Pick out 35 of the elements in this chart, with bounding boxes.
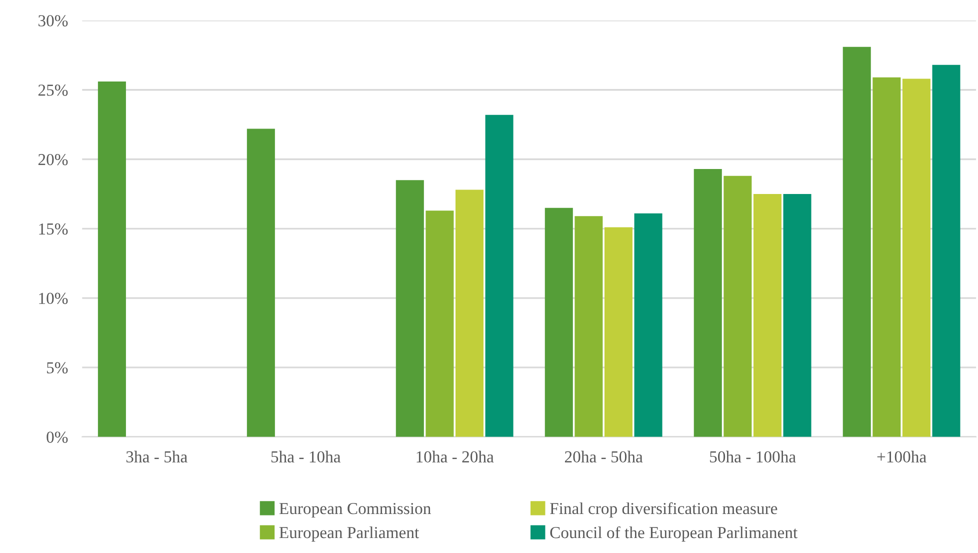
- bar: [246, 128, 275, 437]
- y-tick-label: 0%: [46, 432, 68, 443]
- bar: [872, 77, 901, 437]
- bar: [842, 46, 871, 437]
- bar: [783, 194, 812, 437]
- bar: [574, 216, 603, 437]
- bar: [724, 176, 752, 437]
- legend-label: European Commission: [279, 502, 431, 518]
- bar: [604, 227, 632, 437]
- bar: [902, 78, 930, 437]
- x-tick-label: 50ha - 100ha: [710, 450, 796, 462]
- x-tick-label: 20ha - 50ha: [564, 450, 643, 462]
- y-tick-label: 25%: [38, 84, 68, 96]
- bar: [98, 82, 126, 437]
- bar: [694, 168, 722, 437]
- y-tick-label: 15%: [39, 223, 68, 235]
- y-tick-label: 20%: [38, 154, 68, 166]
- y-tick-label: 5%: [47, 362, 68, 374]
- bar: [426, 210, 454, 437]
- x-tick-label: 3ha - 5ha: [126, 450, 188, 462]
- legend-label: Council of the European Parlimanent: [550, 526, 798, 542]
- bar: [634, 213, 662, 437]
- x-tick-label: 10ha - 20ha: [416, 450, 494, 462]
- bar: [456, 190, 484, 437]
- x-tick-label: 5ha - 10ha: [271, 450, 341, 462]
- x-tick-label: +100ha: [877, 450, 926, 462]
- bar: [396, 180, 424, 437]
- y-tick-label: 10%: [39, 292, 68, 304]
- bar: [932, 64, 960, 437]
- bar: [753, 194, 782, 437]
- legend-label: Final crop diversification measure: [550, 502, 778, 518]
- legend-label: European Parliament: [279, 526, 420, 542]
- y-tick-label: 30%: [38, 15, 68, 26]
- bar: [544, 208, 573, 437]
- bar: [485, 114, 514, 437]
